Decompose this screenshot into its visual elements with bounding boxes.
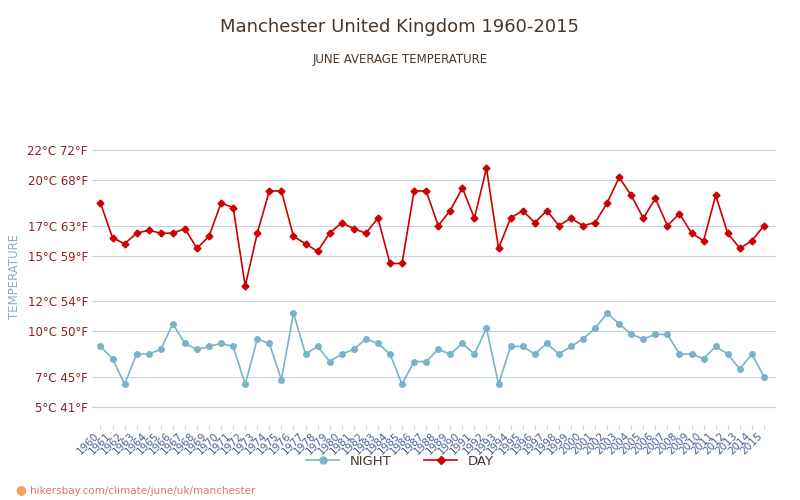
- Text: JUNE AVERAGE TEMPERATURE: JUNE AVERAGE TEMPERATURE: [313, 52, 487, 66]
- Text: Manchester United Kingdom 1960-2015: Manchester United Kingdom 1960-2015: [221, 18, 579, 36]
- Text: ●: ●: [16, 483, 31, 496]
- Y-axis label: TEMPERATURE: TEMPERATURE: [7, 234, 21, 319]
- Legend: NIGHT, DAY: NIGHT, DAY: [301, 450, 499, 473]
- Text: hikersbay.com/climate/june/uk/manchester: hikersbay.com/climate/june/uk/manchester: [30, 486, 256, 496]
